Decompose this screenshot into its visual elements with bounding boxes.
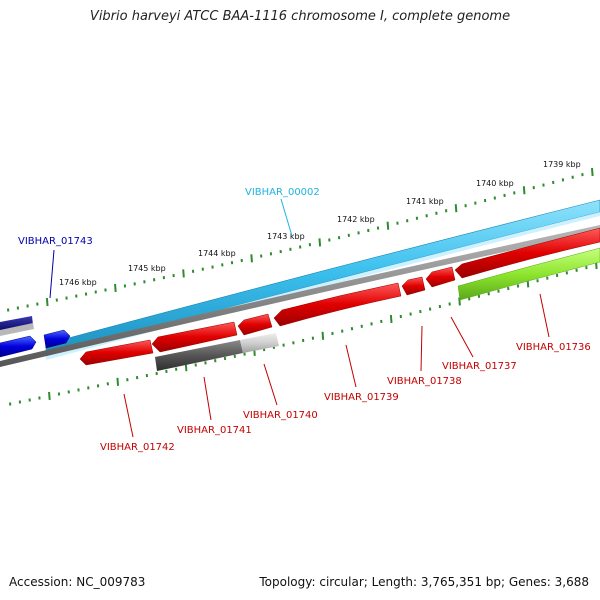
outer-scale-tick: [250, 254, 253, 263]
inner-scale-tick: [116, 377, 120, 386]
forward-feature-vibhar-01743[interactable]: [43, 329, 71, 349]
outer-scale-tick: [318, 238, 322, 247]
tick-label-1745: 1745 kbp: [128, 264, 166, 273]
outer-scale-tick: [591, 167, 594, 177]
reverse-feature-vibhar-01736[interactable]: [457, 247, 600, 301]
tick-label-1739: 1739 kbp: [543, 160, 581, 169]
leader-vibhar-01743: [49, 249, 55, 299]
reverse-feature-vibhar-01740[interactable]: [237, 313, 273, 336]
inner-tick-row: [9, 260, 598, 406]
reverse-feature-vibhar-01737-a[interactable]: [454, 227, 600, 279]
gene-label-vibhar-01738[interactable]: VIBHAR_01738: [387, 376, 462, 387]
gene-label-vibhar-01739[interactable]: VIBHAR_01739: [324, 392, 399, 403]
inner-scale-tick: [389, 314, 393, 324]
reverse-feature-vibhar-01738[interactable]: [401, 276, 426, 296]
leader-vibhar-01740: [263, 363, 278, 406]
outer-scale-tick: [454, 204, 458, 213]
gene-label-vibhar-01741[interactable]: VIBHAR_01741: [177, 425, 252, 436]
reverse-feature-vibhar-01741-red[interactable]: [151, 321, 238, 353]
gene-label-vibhar-01743[interactable]: VIBHAR_01743: [18, 236, 93, 247]
outer-tick-row: [7, 167, 594, 312]
forward-feature-grey-left: [0, 323, 34, 336]
gene-label-vibhar-01740[interactable]: VIBHAR_01740: [243, 410, 318, 421]
gene-label-vibhar-01742[interactable]: VIBHAR_01742: [100, 442, 175, 453]
leader-vibhar-01741: [203, 376, 212, 421]
outer-scale-tick: [386, 221, 390, 230]
gene-label-vibhar-01737[interactable]: VIBHAR_01737: [442, 361, 517, 372]
leader-vibhar-00002: [280, 198, 293, 237]
map-title: Vibrio harveyi ATCC BAA-1116 chromosome …: [89, 9, 511, 24]
outer-scale-tick: [182, 269, 185, 278]
tick-label-1746: 1746 kbp: [59, 278, 97, 287]
gene-label-vibhar-00002[interactable]: VIBHAR_00002: [245, 187, 320, 198]
gene-labels: VIBHAR_00002 VIBHAR_01743 VIBHAR_01736 V…: [18, 187, 591, 453]
leader-vibhar-01736: [539, 293, 550, 338]
inner-scale-tick: [321, 331, 325, 340]
leader-lines: [49, 198, 550, 438]
inner-scale-tick: [458, 297, 461, 306]
tick-label-1740: 1740 kbp: [476, 179, 514, 188]
inner-scale-tick: [48, 391, 51, 401]
gene-label-vibhar-01736[interactable]: VIBHAR_01736: [516, 342, 591, 353]
tick-label-1744: 1744 kbp: [198, 249, 236, 258]
reverse-feature-vibhar-01737[interactable]: [425, 266, 456, 288]
leader-vibhar-01737: [450, 316, 474, 358]
outer-scale-tick: [45, 297, 49, 307]
outer-scale-tick: [114, 283, 117, 293]
pseudogene-feature-dark[interactable]: [155, 340, 243, 371]
reverse-feature-vibhar-01742[interactable]: [79, 339, 154, 366]
forward-feature-blue-left[interactable]: [0, 335, 37, 358]
topology-summary-text: Topology: circular; Length: 3,765,351 bp…: [259, 575, 589, 589]
tick-labels: 1739 kbp 1740 kbp 1741 kbp 1742 kbp 1743…: [59, 160, 581, 287]
leader-vibhar-01738: [420, 325, 423, 372]
tick-label-1741: 1741 kbp: [406, 197, 444, 206]
forward-feature-navy-left[interactable]: [0, 316, 33, 332]
leader-vibhar-01739: [345, 344, 357, 388]
genome-backbone: [0, 225, 600, 367]
leader-vibhar-01742: [123, 393, 134, 438]
reverse-feature-vibhar-01739[interactable]: [273, 282, 402, 327]
accession-text: Accession: NC_009783: [9, 575, 146, 589]
outer-scale-tick: [522, 186, 526, 195]
pseudogene-feature-light[interactable]: [240, 333, 279, 353]
tick-label-1742: 1742 kbp: [337, 215, 375, 224]
tick-label-1743: 1743 kbp: [267, 232, 305, 241]
